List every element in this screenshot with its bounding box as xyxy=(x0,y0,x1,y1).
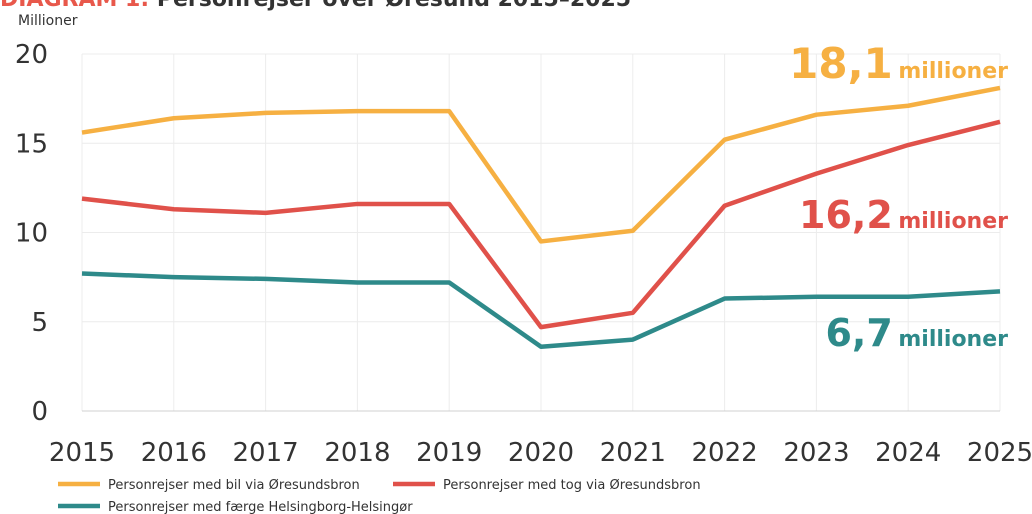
end-label: 16,2 millioner xyxy=(799,193,1008,237)
x-tick-label: 2020 xyxy=(508,438,574,468)
x-tick-label: 2024 xyxy=(875,438,941,468)
end-label-unit: millioner xyxy=(898,209,1008,234)
end-label-value: 6,7 xyxy=(825,311,892,355)
title-prefix: DIAGRAM 1: xyxy=(0,0,149,12)
end-label: 6,7 millioner xyxy=(825,311,1008,355)
title-text: Personrejser over Øresund 2015–2025 xyxy=(157,0,631,12)
x-tick-label: 2023 xyxy=(783,438,849,468)
legend-label: Personrejser med tog via Øresundsbron xyxy=(443,478,701,493)
x-tick-label: 2021 xyxy=(600,438,666,468)
y-tick-label: 20 xyxy=(15,40,48,70)
y-tick-label: 5 xyxy=(31,308,48,338)
y-axis-label: Millioner xyxy=(18,13,78,29)
end-label-unit: millioner xyxy=(898,59,1008,84)
line-series xyxy=(81,119,1001,330)
end-label: 18,1 millioner xyxy=(789,39,1008,88)
legend-label: Personrejser med bil via Øresundsbron xyxy=(108,478,360,493)
x-tick-label: 2022 xyxy=(692,438,758,468)
legend-label: Personrejser med færge Helsingborg-Helsi… xyxy=(108,500,413,514)
x-tick-label: 2025 xyxy=(967,438,1032,468)
end-label-unit: millioner xyxy=(898,327,1008,352)
x-tick-label: 2016 xyxy=(141,438,207,468)
x-tick-label: 2015 xyxy=(49,438,115,468)
x-tick-label: 2019 xyxy=(416,438,482,468)
y-tick-label: 0 xyxy=(31,397,48,427)
line-series xyxy=(81,85,1001,244)
x-tick-label: 2017 xyxy=(233,438,299,468)
y-tick-label: 10 xyxy=(15,219,48,249)
end-label-value: 16,2 xyxy=(799,193,893,237)
line-series xyxy=(81,271,1001,349)
x-tick-label: 2018 xyxy=(324,438,390,468)
chart-title: DIAGRAM 1: Personrejser over Øresund 201… xyxy=(0,0,631,12)
end-label-value: 18,1 xyxy=(789,39,893,88)
y-tick-label: 15 xyxy=(15,129,48,159)
